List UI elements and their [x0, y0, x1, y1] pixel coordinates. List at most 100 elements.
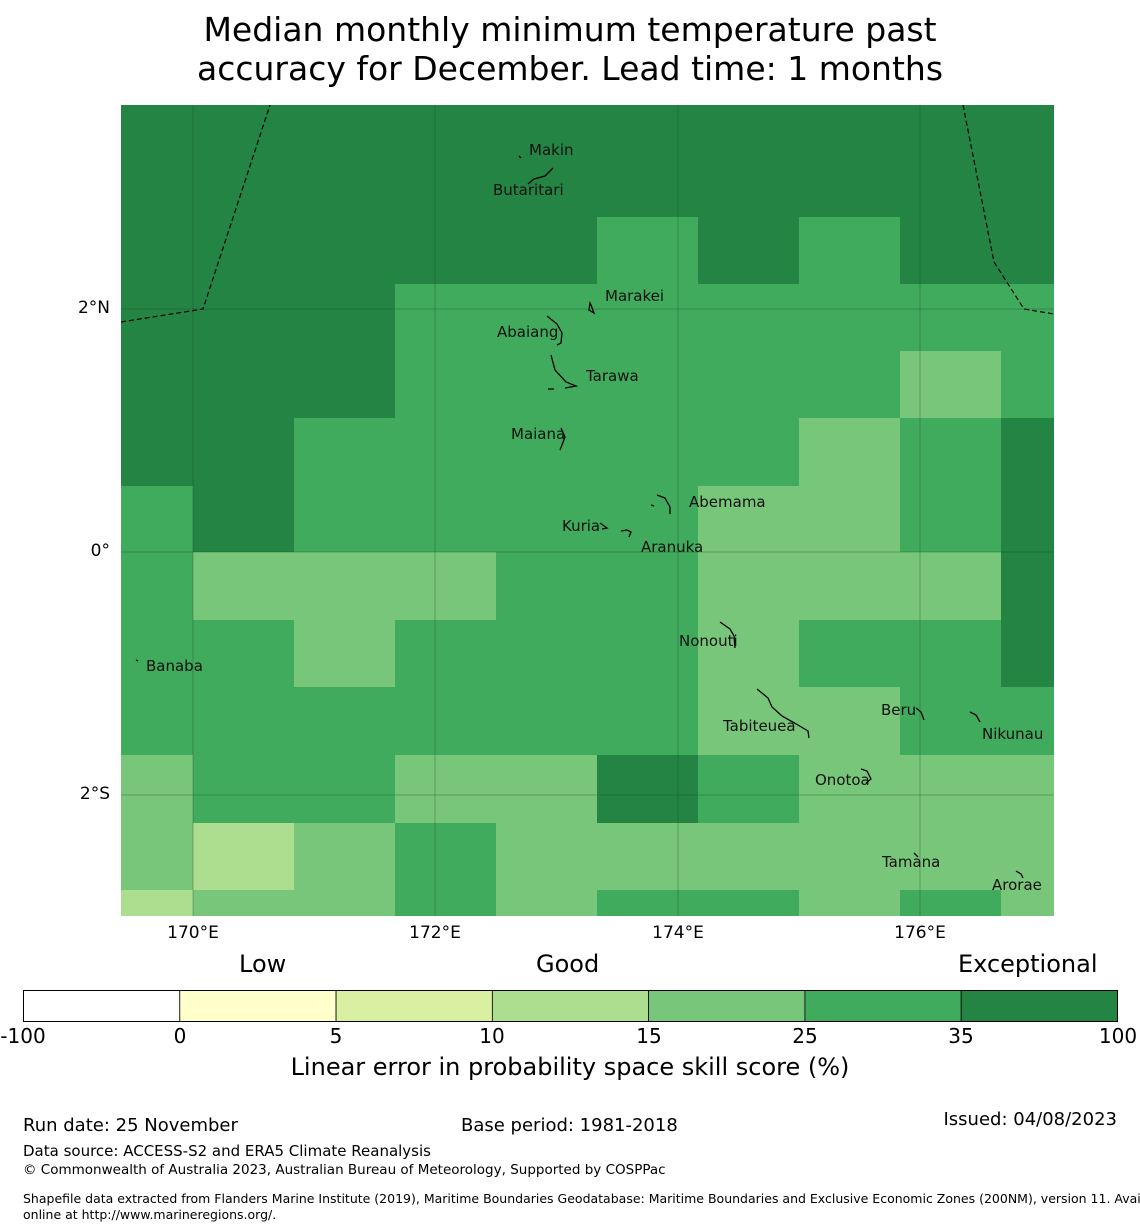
- grid-cell: [193, 351, 295, 419]
- island-shape-abemama: [650, 494, 671, 514]
- island-labels: Makin Butaritari Marakei Abaiang Tarawa …: [146, 141, 1043, 894]
- grid-cell: [799, 687, 901, 756]
- grid-cell: [121, 105, 194, 218]
- grid-cell: [799, 620, 901, 688]
- grid-cell: [597, 105, 699, 218]
- grid-cell: [395, 351, 497, 419]
- island-label-abemama: Abemama: [689, 493, 766, 511]
- grid-cell: [597, 486, 699, 553]
- eez-boundary-east: [962, 105, 1054, 315]
- grid-cell: [698, 823, 800, 891]
- island-outlines: [135, 155, 1024, 879]
- grid-cell: [698, 217, 800, 285]
- grid-cell: [395, 217, 497, 285]
- grid-cell: [193, 284, 295, 352]
- grid-cell: [597, 284, 699, 352]
- island-label-banaba: Banaba: [146, 657, 203, 675]
- colorbar-tick-15: 15: [636, 1024, 662, 1048]
- legend-category-exceptional: Exceptional: [958, 950, 1098, 978]
- grid-cell: [193, 687, 295, 756]
- grid-cell: [193, 552, 295, 621]
- grid-cell: [294, 486, 396, 553]
- island-label-maiana: Maiana: [511, 425, 565, 443]
- lat-tick-0: 0°: [90, 541, 110, 561]
- grid-cell: [900, 486, 1002, 553]
- grid-cell: [698, 105, 800, 218]
- grid-cell: [193, 620, 295, 688]
- grid-cell: [294, 552, 396, 621]
- grid-cell: [597, 418, 699, 487]
- skill-score-map[interactable]: Makin Butaritari Marakei Abaiang Tarawa …: [121, 105, 1054, 916]
- colorbar-bins: [23, 990, 1118, 1022]
- grid-cell: [294, 284, 396, 352]
- grid-cell: [900, 217, 1002, 285]
- grid-cell: [294, 755, 396, 824]
- colorbar-bin: [648, 990, 806, 1022]
- grid-cell: [496, 823, 598, 891]
- shapefile-credit-line-1: Shapefile data extracted from Flanders M…: [23, 1191, 1140, 1206]
- graticule: [121, 105, 1054, 916]
- island-label-aranuka: Aranuka: [641, 538, 703, 556]
- island-shape-tamana: [913, 852, 919, 858]
- grid-cell: [496, 217, 598, 285]
- grid-cell: [597, 687, 699, 756]
- grid-cell: [193, 105, 295, 218]
- grid-cell: [395, 418, 497, 487]
- grid-cell: [799, 755, 901, 824]
- title-line-2: accuracy for December. Lead time: 1 mont…: [196, 49, 944, 88]
- title-line-1: Median monthly minimum temperature past: [203, 10, 937, 49]
- grid-cell: [1001, 755, 1054, 824]
- grid-cell: [121, 890, 194, 916]
- island-label-nonouti: Nonouti: [679, 632, 738, 650]
- colorbar-tick-35: 35: [948, 1024, 974, 1048]
- colorbar-bin: [804, 990, 962, 1022]
- island-label-abaiang: Abaiang: [497, 323, 558, 341]
- island-shape-arorae: [1015, 870, 1024, 879]
- colorbar-bin: [179, 990, 337, 1022]
- skill-grid: [121, 105, 1054, 916]
- run-date: Run date: 25 November: [23, 1115, 238, 1136]
- grid-cell: [121, 823, 194, 891]
- grid-cell: [294, 418, 396, 487]
- colorbar-tick-10: 10: [479, 1024, 505, 1048]
- grid-cell: [294, 620, 396, 688]
- grid-cell: [121, 351, 194, 419]
- island-shape-tabiteuea: [756, 688, 810, 739]
- island-shape-onotoa: [860, 768, 872, 784]
- shapefile-credit: Shapefile data extracted from Flanders M…: [23, 1191, 1140, 1223]
- grid-cell: [395, 687, 497, 756]
- grid-cell: [597, 890, 699, 916]
- grid-cell: [597, 823, 699, 891]
- grid-cell: [496, 890, 598, 916]
- grid-cell: [294, 217, 396, 285]
- grid-cell: [496, 284, 598, 352]
- grid-cell: [799, 552, 901, 621]
- grid-cell: [597, 217, 699, 285]
- grid-cell: [900, 105, 1002, 218]
- grid-cell: [900, 418, 1002, 487]
- grid-cell: [395, 105, 497, 218]
- grid-cell: [1001, 890, 1054, 916]
- island-shape-aranuka: [620, 529, 632, 538]
- grid-cell: [799, 105, 901, 218]
- grid-cell: [294, 823, 396, 891]
- colorbar-bin: [23, 990, 181, 1022]
- grid-cell: [900, 351, 1002, 419]
- grid-cell: [121, 687, 194, 756]
- grid-cell: [597, 552, 699, 621]
- grid-cell: [193, 486, 295, 553]
- grid-cell: [900, 552, 1002, 621]
- grid-cell: [496, 552, 598, 621]
- grid-cell: [395, 755, 497, 824]
- grid-cell: [799, 823, 901, 891]
- island-label-kuria: Kuria: [562, 517, 600, 535]
- island-label-marakei: Marakei: [605, 287, 664, 305]
- island-label-tabiteuea: Tabiteuea: [722, 717, 796, 735]
- lon-tick-170e: 170°E: [167, 923, 219, 943]
- colorbar: [23, 990, 1118, 1022]
- grid-cell: [698, 890, 800, 916]
- grid-cell: [698, 486, 800, 553]
- grid-cell: [597, 620, 699, 688]
- island-label-tamana: Tamana: [881, 853, 940, 871]
- island-shape-beru: [915, 707, 925, 721]
